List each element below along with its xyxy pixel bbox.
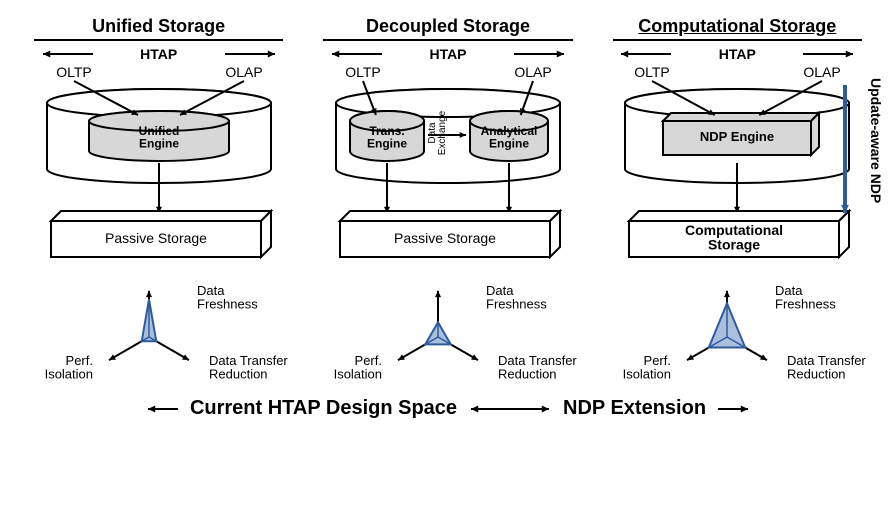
svg-text:OLTP: OLTP (345, 64, 381, 80)
update-aware-label: Update-aware NDP (868, 78, 884, 203)
svg-text:Data TransferReduction: Data TransferReduction (209, 353, 288, 382)
htap-label: HTAP (425, 46, 470, 62)
svg-text:Perf.Isolation: Perf.Isolation (623, 353, 671, 382)
architecture-diagram: OLTPOLAPNDP EngineComputationalStorage (607, 63, 867, 273)
svg-text:OLAP: OLAP (225, 64, 262, 80)
bottom-bar: Current HTAP Design Space NDP Extension (20, 397, 876, 420)
column-title: Computational Storage (613, 16, 863, 41)
svg-text:Passive Storage: Passive Storage (394, 230, 496, 246)
radar-chart: DataFreshness Data TransferReduction Perf.… (607, 273, 867, 393)
svg-text:DataFreshness: DataFreshness (486, 283, 547, 312)
arrow-right (221, 45, 281, 63)
arrow-left (142, 400, 182, 418)
column-0: Unified Storage HTAP OLTP OLAP UnifiedEngine… (20, 16, 297, 393)
svg-text:Data TransferReduction: Data TransferReduction (787, 353, 866, 382)
htap-row: HTAP (326, 45, 570, 63)
column-2: Computational Storage HTAP OLTP OLAP NDP Eng… (599, 16, 876, 393)
svg-text:Data TransferReduction: Data TransferReduction (498, 353, 577, 382)
architecture-diagram: OLTPOLAPTrans.EngineAnalyticalEngineData… (318, 63, 578, 273)
svg-text:Passive Storage: Passive Storage (105, 230, 207, 246)
arrow-right (799, 45, 859, 63)
arrow-left (37, 45, 97, 63)
radar-chart: DataFreshness Data TransferReduction Perf.… (29, 273, 289, 393)
svg-text:OLAP: OLAP (804, 64, 841, 80)
htap-row: HTAP (615, 45, 859, 63)
svg-text:DataFreshness: DataFreshness (197, 283, 258, 312)
svg-text:OLTP: OLTP (635, 64, 671, 80)
svg-text:Perf.Isolation: Perf.Isolation (334, 353, 382, 382)
arrow-left (615, 45, 675, 63)
bottom-left-label: Current HTAP Design Space (190, 397, 457, 420)
arrow-left (326, 45, 386, 63)
column-1: Decoupled Storage HTAP OLTP OLAP Trans.Engin… (309, 16, 586, 393)
htap-label: HTAP (136, 46, 181, 62)
radar-chart: DataFreshness Data TransferReduction Perf.… (318, 273, 578, 393)
svg-text:Perf.Isolation: Perf.Isolation (44, 353, 92, 382)
htap-row: HTAP (37, 45, 281, 63)
svg-text:AnalyticalEngine: AnalyticalEngine (481, 124, 538, 151)
bottom-right-label: NDP Extension (563, 397, 706, 420)
svg-text:OLTP: OLTP (56, 64, 92, 80)
svg-text:NDP Engine: NDP Engine (700, 129, 774, 144)
arrow-right (714, 400, 754, 418)
column-title: Decoupled Storage (323, 16, 573, 41)
arrow-right (510, 45, 570, 63)
svg-text:Trans.Engine: Trans.Engine (367, 124, 407, 151)
column-title: Unified Storage (34, 16, 284, 41)
svg-text:DataFreshness: DataFreshness (775, 283, 836, 312)
architecture-diagram: OLTP OLAP UnifiedEngine Passive Storage (29, 63, 289, 273)
htap-label: HTAP (715, 46, 760, 62)
svg-text:UnifiedEngine: UnifiedEngine (138, 124, 179, 151)
svg-text:OLAP: OLAP (514, 64, 551, 80)
double-arrow (465, 400, 555, 418)
